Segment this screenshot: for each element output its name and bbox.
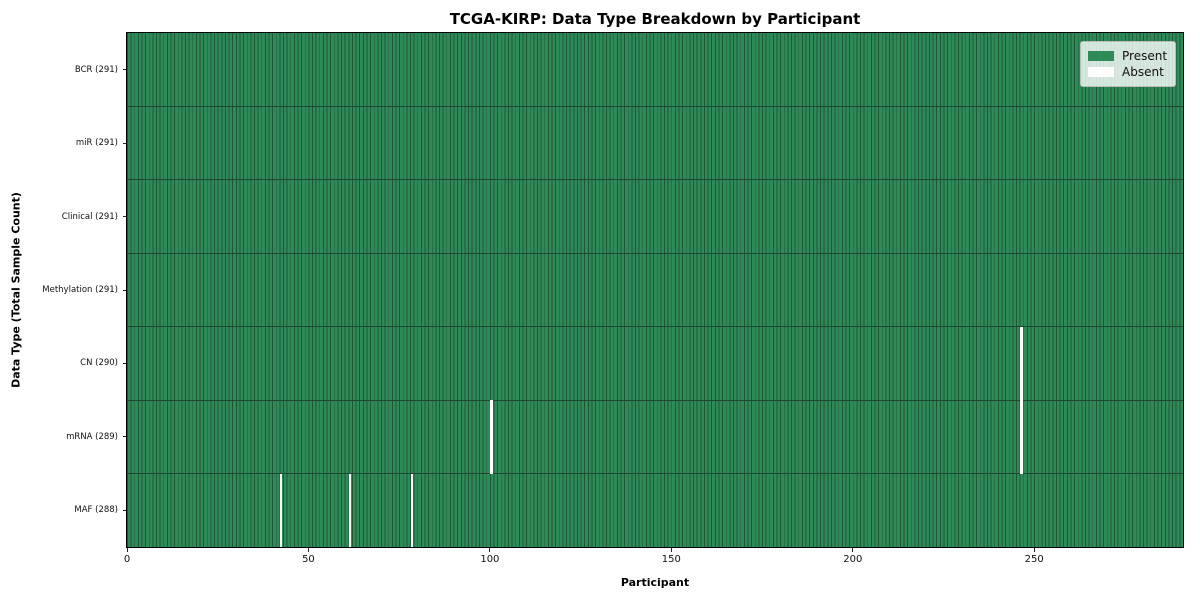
x-axis-label: Participant	[620, 576, 690, 589]
absent-cell-MAF-78	[410, 473, 414, 547]
y-tick-mark	[123, 436, 127, 438]
y-tick-mark	[123, 142, 127, 144]
x-tick-mark	[489, 548, 491, 552]
y-tick-label-miR: miR (291)	[75, 138, 118, 149]
x-tick-mark	[126, 548, 128, 552]
plot-border	[126, 32, 1184, 548]
x-tick-label: 200	[843, 554, 863, 565]
y-tick-mark	[123, 362, 127, 364]
y-tick-label-Methylation: Methylation (291)	[42, 285, 118, 295]
absent-cell-mRNA-100	[490, 400, 493, 474]
y-tick-label-mRNA: mRNA (289)	[66, 431, 118, 442]
row-divider	[127, 179, 1183, 181]
x-tick-mark	[852, 548, 854, 552]
y-tick-label-BCR: BCR (291)	[74, 64, 118, 75]
absent-cell-CN-246	[1020, 326, 1023, 401]
row-divider	[127, 326, 1183, 328]
x-tick-mark	[307, 548, 309, 552]
x-tick-label: 50	[302, 554, 315, 565]
x-tick-label: 250	[1024, 554, 1044, 565]
absent-cell-MAF-61	[348, 473, 352, 547]
y-tick-mark	[123, 289, 127, 291]
x-tick-label: 150	[661, 554, 681, 565]
heatmap-plot: Present Absent	[126, 32, 1184, 548]
y-tick-mark	[123, 216, 127, 218]
row-divider	[127, 252, 1183, 254]
row-divider	[127, 473, 1183, 475]
legend-label-present: Present	[1122, 49, 1168, 63]
x-tick-label: 0	[123, 554, 131, 565]
absent-cell-mRNA-246	[1020, 400, 1023, 474]
legend: Present Absent	[1080, 41, 1176, 87]
legend-label-absent: Absent	[1122, 65, 1164, 79]
row-divider	[127, 105, 1183, 107]
legend-item-present: Present	[1088, 48, 1167, 64]
legend-item-absent: Absent	[1088, 64, 1167, 80]
absent-swatch	[1088, 67, 1114, 77]
y-axis: BCR (291) miR (291) Clinical (291) Methylat…	[0, 33, 127, 547]
y-tick-mark	[123, 509, 127, 511]
y-tick-label-MAF: MAF (288)	[74, 505, 118, 516]
x-axis: 0 50 100 150 200 250	[123, 548, 1183, 574]
x-tick-label: 100	[480, 554, 500, 565]
chart-title: TCGA-KIRP: Data Type Breakdown by Partic…	[449, 10, 861, 28]
row-divider	[127, 399, 1183, 401]
y-tick-label-CN: CN (290)	[80, 358, 118, 369]
absent-cell-MAF-42	[280, 473, 283, 547]
x-tick-mark	[670, 548, 672, 552]
y-tick-mark	[123, 69, 127, 71]
present-swatch	[1088, 51, 1114, 61]
x-tick-mark	[1033, 548, 1035, 552]
y-tick-label-Clinical: Clinical (291)	[61, 211, 118, 222]
